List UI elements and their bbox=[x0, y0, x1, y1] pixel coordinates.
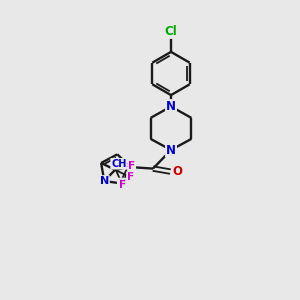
Text: CH₃: CH₃ bbox=[111, 159, 131, 169]
Text: F: F bbox=[119, 180, 126, 190]
Text: F: F bbox=[127, 172, 134, 182]
Text: N: N bbox=[166, 100, 176, 113]
Text: N: N bbox=[100, 176, 109, 186]
Text: N: N bbox=[166, 143, 176, 157]
Text: O: O bbox=[172, 165, 182, 178]
Text: N: N bbox=[118, 178, 127, 189]
Text: Cl: Cl bbox=[165, 25, 177, 38]
Text: F: F bbox=[128, 161, 135, 171]
